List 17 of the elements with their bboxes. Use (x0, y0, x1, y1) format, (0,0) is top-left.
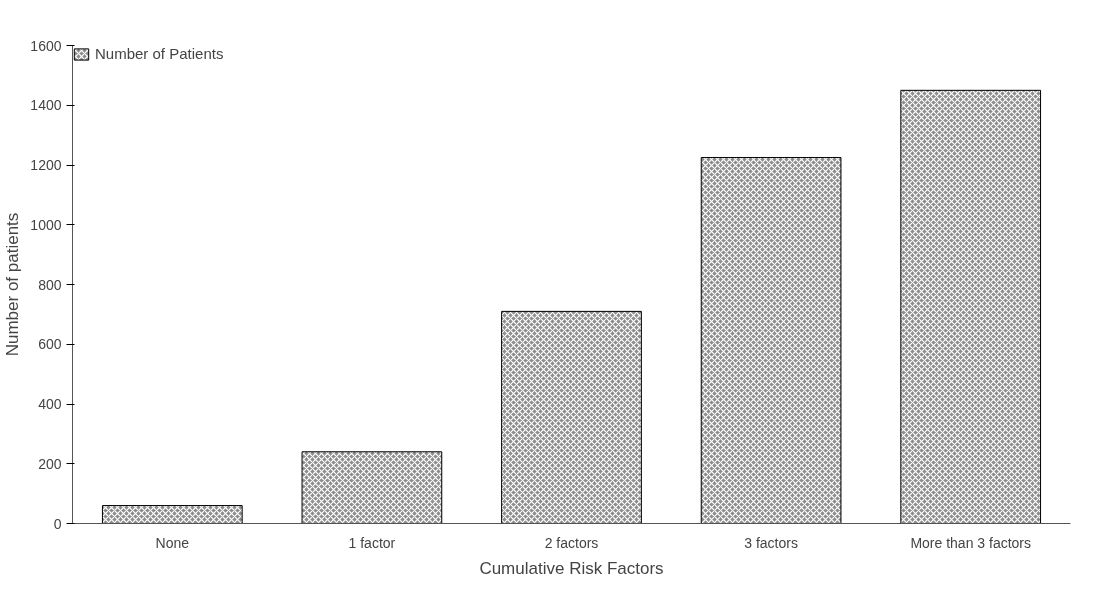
y-tick-label: 0 (53, 515, 62, 532)
legend-label: Number of Patients (95, 45, 224, 62)
x-tick-label: More than 3 factors (910, 534, 1032, 551)
x-tick-label: 3 factors (744, 534, 798, 551)
y-tick-label: 1000 (30, 216, 62, 233)
x-axis-title: Cumulative Risk Factors (479, 558, 664, 578)
x-tick-label: None (155, 534, 190, 551)
y-tick-label: 200 (38, 455, 62, 472)
y-tick-label: 1200 (30, 157, 62, 173)
y-tick-label: 1400 (30, 97, 62, 114)
x-tick-label: 1 factor (348, 534, 396, 551)
x-tick-label: 2 factors (544, 534, 599, 551)
y-tick-label: 800 (38, 276, 62, 293)
y-tick-label: 600 (38, 336, 62, 353)
y-axis-title: Number of patients (3, 212, 23, 357)
y-tick-label: 1600 (30, 37, 62, 54)
y-tick-label: 400 (38, 396, 62, 412)
